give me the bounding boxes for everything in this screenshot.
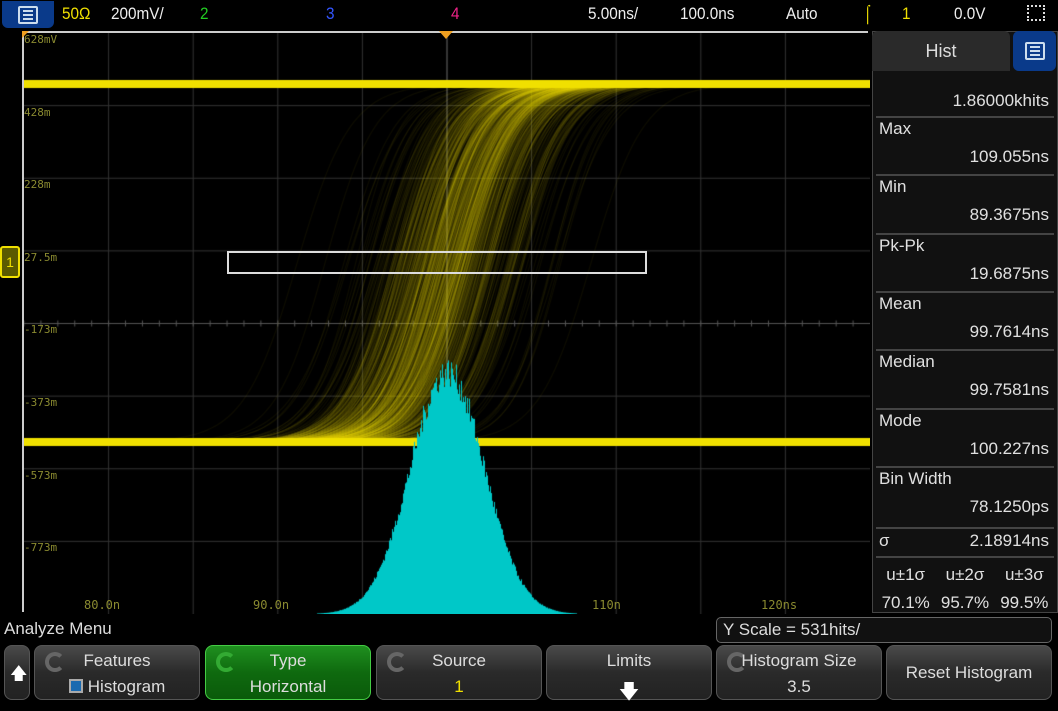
- type-softkey[interactable]: Type Horizontal: [205, 645, 371, 700]
- histogram-results-panel: [872, 31, 1058, 613]
- y-axis-label: 428m: [24, 105, 51, 119]
- divider: [876, 116, 1054, 118]
- limits-softkey[interactable]: Limits 🡇: [546, 645, 712, 703]
- y-axis-label: -173m: [24, 323, 58, 337]
- sigma-headers: u±1σ u±2σ u±3σ: [876, 565, 1054, 585]
- stat-value: 78.1250ps: [969, 496, 1049, 516]
- y-axis-label: 228m: [24, 178, 51, 192]
- rotate-knob-icon: [387, 652, 407, 672]
- x-axis-label: 110n: [592, 598, 621, 612]
- ch3-indicator[interactable]: 3: [326, 4, 335, 23]
- waveform-canvas: [24, 33, 870, 614]
- source-value: 1: [454, 677, 464, 696]
- menu-title: Analyze Menu: [4, 619, 112, 638]
- y-axis-label: 27.5m: [24, 250, 58, 264]
- rotate-knob-icon: [45, 652, 65, 672]
- divider: [876, 290, 1054, 293]
- stat-label: Mode: [879, 410, 922, 430]
- divider: [876, 232, 1054, 235]
- trigger-source[interactable]: 1: [902, 4, 911, 23]
- tab-hist[interactable]: Hist: [872, 31, 1010, 71]
- stat-value: 109.055ns: [969, 147, 1049, 166]
- y-axis-label: -773m: [24, 541, 58, 555]
- stat-label: Median: [879, 352, 935, 372]
- source-label: Source: [432, 651, 486, 670]
- type-label: Type: [269, 651, 307, 670]
- sigma3-header: u±3σ: [1004, 565, 1044, 584]
- divider: [876, 349, 1054, 352]
- menu-icon: [1024, 42, 1045, 60]
- trigger-position-marker: [439, 31, 453, 39]
- reset-histogram-softkey[interactable]: Reset Histogram: [886, 645, 1052, 700]
- rotate-knob-icon: [216, 652, 236, 672]
- stat-value: 99.7581ns: [969, 380, 1049, 400]
- sigma-value: 2.18914ns: [969, 531, 1049, 550]
- y-axis-label: -573m: [24, 468, 58, 482]
- stat-label: Min: [879, 177, 907, 197]
- sigma-percentages: 70.1% 95.7% 99.5%: [876, 593, 1054, 613]
- features-softkey[interactable]: Features Histogram: [34, 645, 200, 700]
- ch1-scale[interactable]: 200mV/: [111, 4, 164, 23]
- stat-label: Pk-Pk: [879, 235, 925, 255]
- hits-value: 1.86000khits: [952, 91, 1049, 110]
- reset-histogram-label: Reset Histogram: [905, 663, 1033, 682]
- sigma1-pct: 70.1%: [881, 593, 930, 612]
- histogram-size-softkey[interactable]: Histogram Size 3.5: [716, 645, 882, 700]
- stat-value: 19.6875ns: [969, 263, 1049, 283]
- ch1-top-marker: [22, 31, 29, 38]
- features-value-text: Histogram: [87, 677, 166, 696]
- type-value: Horizontal: [249, 677, 327, 696]
- histogram-size-label: Histogram Size: [741, 651, 857, 670]
- down-arrow-icon: 🡇: [618, 681, 640, 703]
- divider: [876, 465, 1054, 468]
- divider: [876, 527, 1054, 529]
- sigma3-pct: 99.5%: [1000, 593, 1049, 612]
- tab-hist-label: Hist: [925, 41, 957, 61]
- panel-menu-button[interactable]: [1013, 31, 1056, 71]
- stat-value: 89.3675ns: [969, 205, 1049, 225]
- ch2-indicator[interactable]: 2: [200, 4, 209, 23]
- sigma-label: σ: [879, 531, 890, 550]
- source-softkey[interactable]: Source 1: [376, 645, 542, 700]
- y-scale-readout: Y Scale = 531hits/: [716, 617, 1052, 643]
- divider: [876, 407, 1054, 410]
- trigger-mode[interactable]: Auto: [786, 4, 818, 23]
- top-status-bar: 50Ω 200mV/ 2 3 4 5.00ns/ 100.0ns Auto ⌠ …: [0, 0, 1058, 30]
- x-axis-label: 80.0n: [84, 598, 121, 612]
- histogram-size-value: 3.5: [787, 677, 811, 696]
- y-axis-label: -373m: [24, 396, 58, 409]
- sigma1-header: u±1σ: [886, 565, 926, 584]
- limits-label: Limits: [606, 651, 652, 670]
- features-label: Features: [83, 651, 151, 670]
- features-value: Histogram: [35, 677, 199, 697]
- sigma2-header: u±2σ: [945, 565, 985, 584]
- y-axis-label: 628mV: [24, 33, 58, 46]
- stat-value: 99.7614ns: [969, 321, 1049, 341]
- stat-label: Bin Width: [879, 468, 952, 488]
- histogram-window[interactable]: [227, 251, 647, 274]
- rotate-knob-icon: [727, 652, 747, 672]
- stat-label: Max: [879, 119, 912, 138]
- waveform-display[interactable]: [22, 31, 870, 614]
- back-button[interactable]: 🡅: [4, 645, 30, 700]
- sigma2-pct: 95.7%: [940, 593, 990, 612]
- divider: [876, 556, 1054, 558]
- menu-icon: [18, 5, 38, 24]
- divider: [876, 174, 1054, 177]
- stat-label: Mean: [879, 293, 922, 313]
- time-scale[interactable]: 5.00ns/: [588, 4, 639, 23]
- trigger-edge-icon: ⌠: [863, 4, 873, 23]
- x-axis-label: 120ns: [761, 598, 798, 612]
- stat-value: 100.227ns: [969, 438, 1049, 458]
- ch4-indicator[interactable]: 4: [451, 4, 460, 23]
- checkbox-icon[interactable]: [68, 679, 83, 693]
- time-delay[interactable]: 100.0ns: [680, 4, 735, 23]
- zoom-box-icon[interactable]: [1027, 5, 1045, 21]
- main-menu-button[interactable]: [2, 1, 54, 28]
- x-axis-label: 90.0n: [253, 598, 290, 612]
- ch1-ground-marker[interactable]: 1: [0, 246, 20, 278]
- ch1-impedance[interactable]: 50Ω: [62, 4, 91, 23]
- up-arrow-icon: 🡅: [10, 664, 28, 683]
- trigger-level[interactable]: 0.0V: [954, 4, 986, 23]
